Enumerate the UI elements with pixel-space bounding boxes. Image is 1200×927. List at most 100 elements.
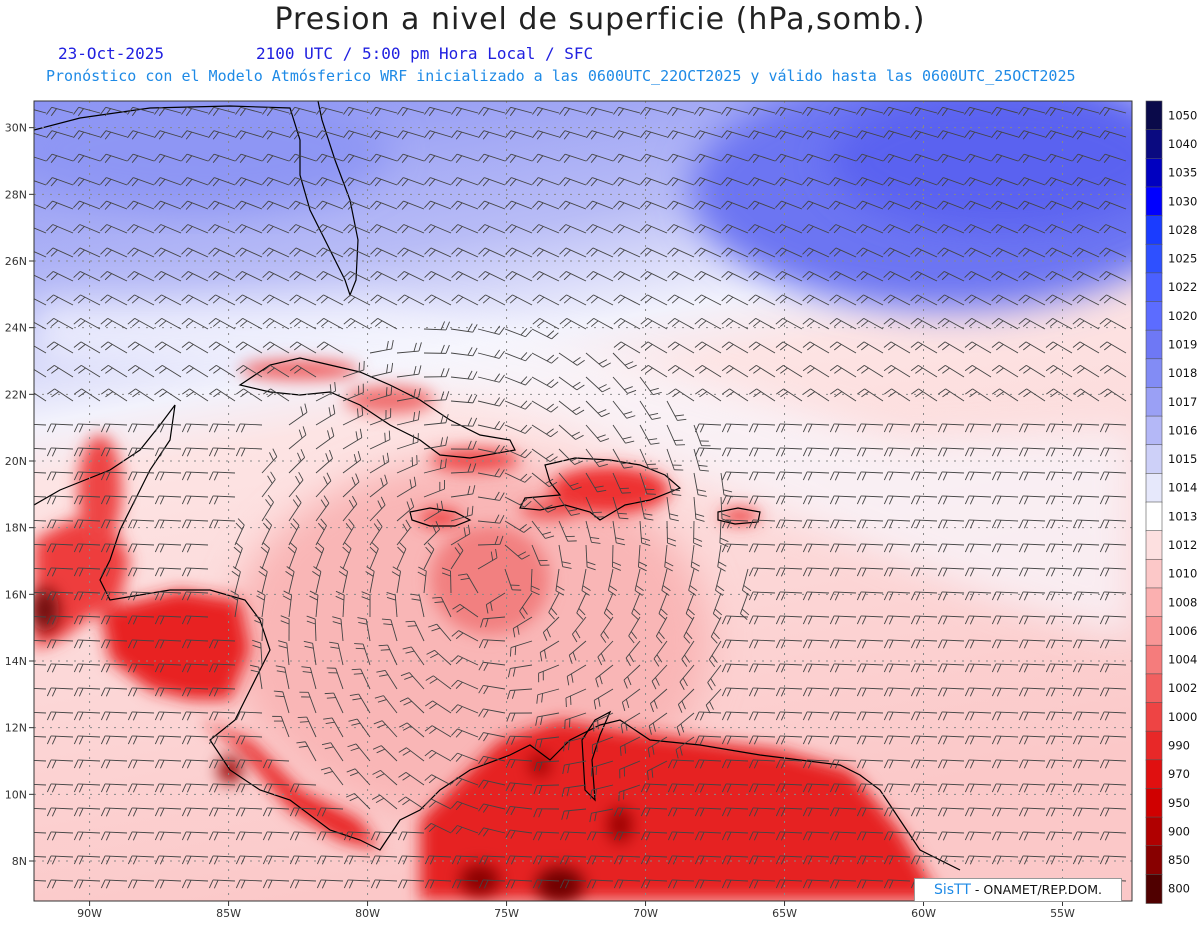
wind-barb bbox=[342, 518, 355, 546]
wind-barb bbox=[34, 156, 47, 162]
wind-barb bbox=[100, 423, 128, 433]
wind-barb bbox=[1018, 271, 1046, 282]
wind-barb bbox=[46, 519, 74, 529]
wind-barb bbox=[964, 519, 992, 529]
wind-barb bbox=[586, 224, 614, 234]
wind-barb bbox=[423, 344, 450, 354]
wind-barb bbox=[261, 494, 274, 522]
wind-barb bbox=[100, 317, 128, 330]
wind-barb bbox=[937, 495, 965, 505]
wind-barb bbox=[829, 130, 857, 140]
wind-barb bbox=[937, 317, 965, 330]
wind-barb bbox=[181, 130, 209, 140]
wind-barb bbox=[100, 447, 128, 457]
wind-barb bbox=[46, 106, 74, 117]
wind-barb bbox=[640, 317, 668, 330]
wind-barb bbox=[964, 247, 992, 258]
wind-barb bbox=[748, 106, 776, 117]
wind-barb bbox=[883, 106, 911, 117]
credit-text: - ONAMET/REP.DOM. bbox=[974, 882, 1103, 897]
wind-barb bbox=[721, 153, 749, 163]
wind-barb bbox=[1099, 543, 1127, 553]
wind-barb bbox=[315, 495, 330, 522]
colorbar-label: 1019 bbox=[1168, 337, 1197, 351]
wind-barb bbox=[775, 130, 803, 140]
wind-barb bbox=[181, 224, 209, 234]
wind-barb bbox=[910, 271, 938, 282]
wind-barb bbox=[34, 203, 47, 210]
wind-barb bbox=[585, 448, 608, 468]
wind-barb bbox=[73, 130, 101, 140]
colorbar-label: 1002 bbox=[1168, 681, 1197, 695]
wind-barb bbox=[829, 224, 857, 234]
wind-barb bbox=[802, 200, 830, 210]
wind-barbs bbox=[34, 106, 1127, 889]
wind-barb bbox=[46, 317, 74, 330]
wind-barb bbox=[505, 106, 533, 117]
wind-barb bbox=[1072, 495, 1100, 505]
wind-barb bbox=[802, 495, 830, 505]
wind-barb bbox=[558, 520, 577, 542]
wind-barb bbox=[559, 271, 587, 282]
wind-barb bbox=[450, 323, 478, 333]
wind-barb bbox=[127, 224, 155, 234]
wind-barb bbox=[100, 130, 128, 140]
wind-barb bbox=[370, 177, 398, 187]
wind-barb bbox=[423, 391, 450, 402]
wind-barb bbox=[342, 473, 360, 498]
wind-barb bbox=[532, 294, 560, 306]
wind-barb bbox=[667, 224, 695, 234]
wind-barb bbox=[721, 447, 749, 457]
wind-barb bbox=[478, 271, 506, 282]
wind-barb bbox=[1018, 423, 1046, 433]
wind-barb bbox=[964, 153, 992, 163]
wind-barb bbox=[991, 247, 1019, 258]
colorbar-swatch bbox=[1145, 100, 1163, 131]
wind-barb bbox=[666, 400, 687, 421]
wind-barb bbox=[910, 519, 938, 529]
wind-barb bbox=[634, 568, 644, 596]
wind-barb bbox=[1018, 519, 1046, 529]
wind-barb bbox=[504, 496, 532, 508]
wind-barb bbox=[531, 496, 557, 513]
colorbar-label: 1006 bbox=[1168, 624, 1197, 638]
wind-barb bbox=[639, 400, 661, 420]
wind-barb bbox=[235, 153, 263, 163]
wind-barb bbox=[46, 495, 74, 505]
wind-barb bbox=[477, 548, 498, 570]
wind-barb bbox=[802, 471, 830, 481]
colorbar-swatch bbox=[1145, 473, 1163, 503]
wind-barb bbox=[100, 177, 128, 187]
wind-barb bbox=[937, 247, 965, 258]
wind-barb bbox=[208, 294, 236, 306]
lat-label: 24N bbox=[5, 322, 27, 335]
wind-barb bbox=[910, 224, 938, 234]
wind-barb bbox=[181, 447, 209, 457]
wind-barb bbox=[316, 341, 344, 354]
wind-barb bbox=[722, 388, 749, 402]
wind-barb bbox=[613, 247, 641, 258]
wind-barb bbox=[586, 200, 614, 210]
wind-barb bbox=[829, 271, 857, 282]
wind-barb bbox=[613, 200, 641, 210]
wind-barb bbox=[208, 271, 236, 282]
wind-barb bbox=[100, 153, 128, 163]
wind-barb bbox=[1099, 519, 1127, 529]
wind-barb bbox=[586, 294, 614, 306]
wind-barb bbox=[342, 451, 362, 474]
wind-barb bbox=[910, 447, 938, 457]
wind-barb bbox=[748, 364, 776, 378]
wind-barb bbox=[802, 341, 830, 354]
colorbar-label: 1050 bbox=[1168, 108, 1197, 122]
wind-barb bbox=[667, 153, 695, 163]
wind-barb bbox=[34, 109, 47, 114]
wind-barb bbox=[1099, 177, 1127, 187]
wind-barb bbox=[46, 177, 74, 187]
wind-barb bbox=[128, 388, 155, 402]
wind-barb bbox=[639, 448, 658, 470]
wind-barb bbox=[235, 317, 263, 330]
wind-barb bbox=[182, 388, 209, 402]
wind-barb bbox=[127, 271, 155, 282]
wind-barb bbox=[910, 364, 938, 378]
wind-barb bbox=[532, 317, 560, 330]
